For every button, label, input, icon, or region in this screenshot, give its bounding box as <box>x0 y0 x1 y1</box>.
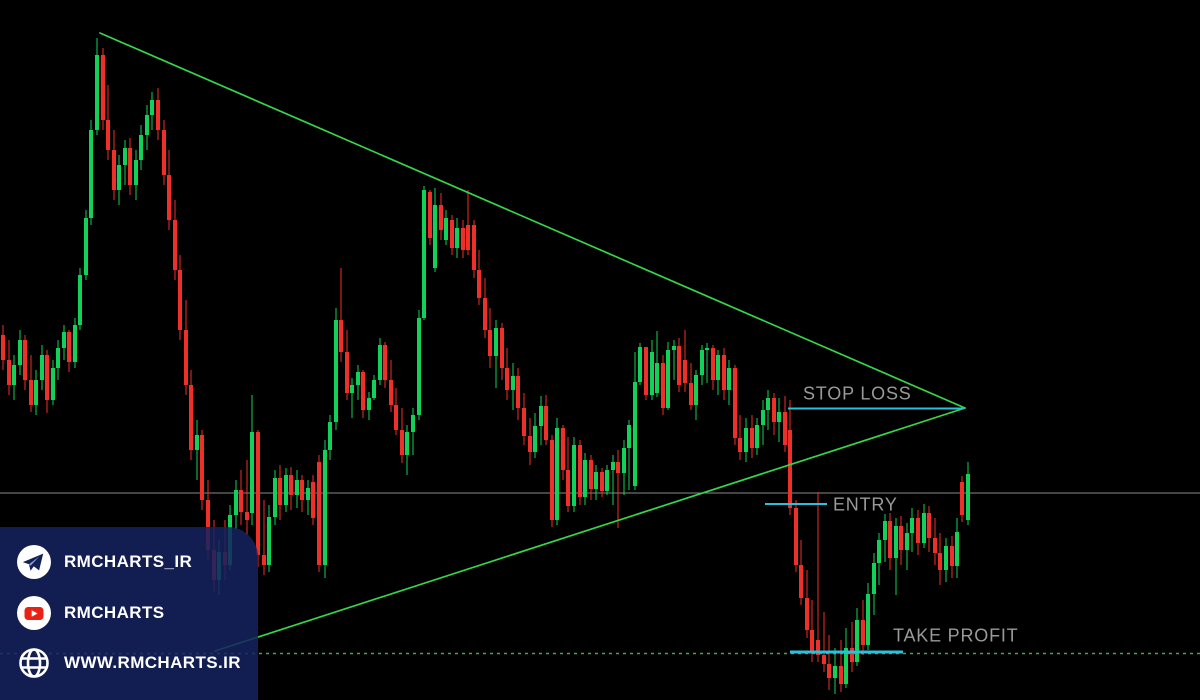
youtube-icon <box>17 595 51 630</box>
take-profit-label: TAKE PROFIT <box>893 625 1019 646</box>
entry-label: ENTRY <box>833 494 898 515</box>
website-url: WWW.RMCHARTS.IR <box>64 653 241 673</box>
social-panel: RMCHARTS_IR RMCHARTS WWW.RMCHARTS.IR <box>0 527 258 700</box>
youtube-row: RMCHARTS <box>0 595 258 631</box>
youtube-handle: RMCHARTS <box>64 602 165 622</box>
telegram-icon <box>17 544 51 579</box>
globe-icon <box>19 648 49 679</box>
stop-loss-label: STOP LOSS <box>803 383 912 404</box>
telegram-row: RMCHARTS_IR <box>0 544 258 580</box>
website-row: WWW.RMCHARTS.IR <box>0 645 258 681</box>
telegram-handle: RMCHARTS_IR <box>64 551 193 571</box>
